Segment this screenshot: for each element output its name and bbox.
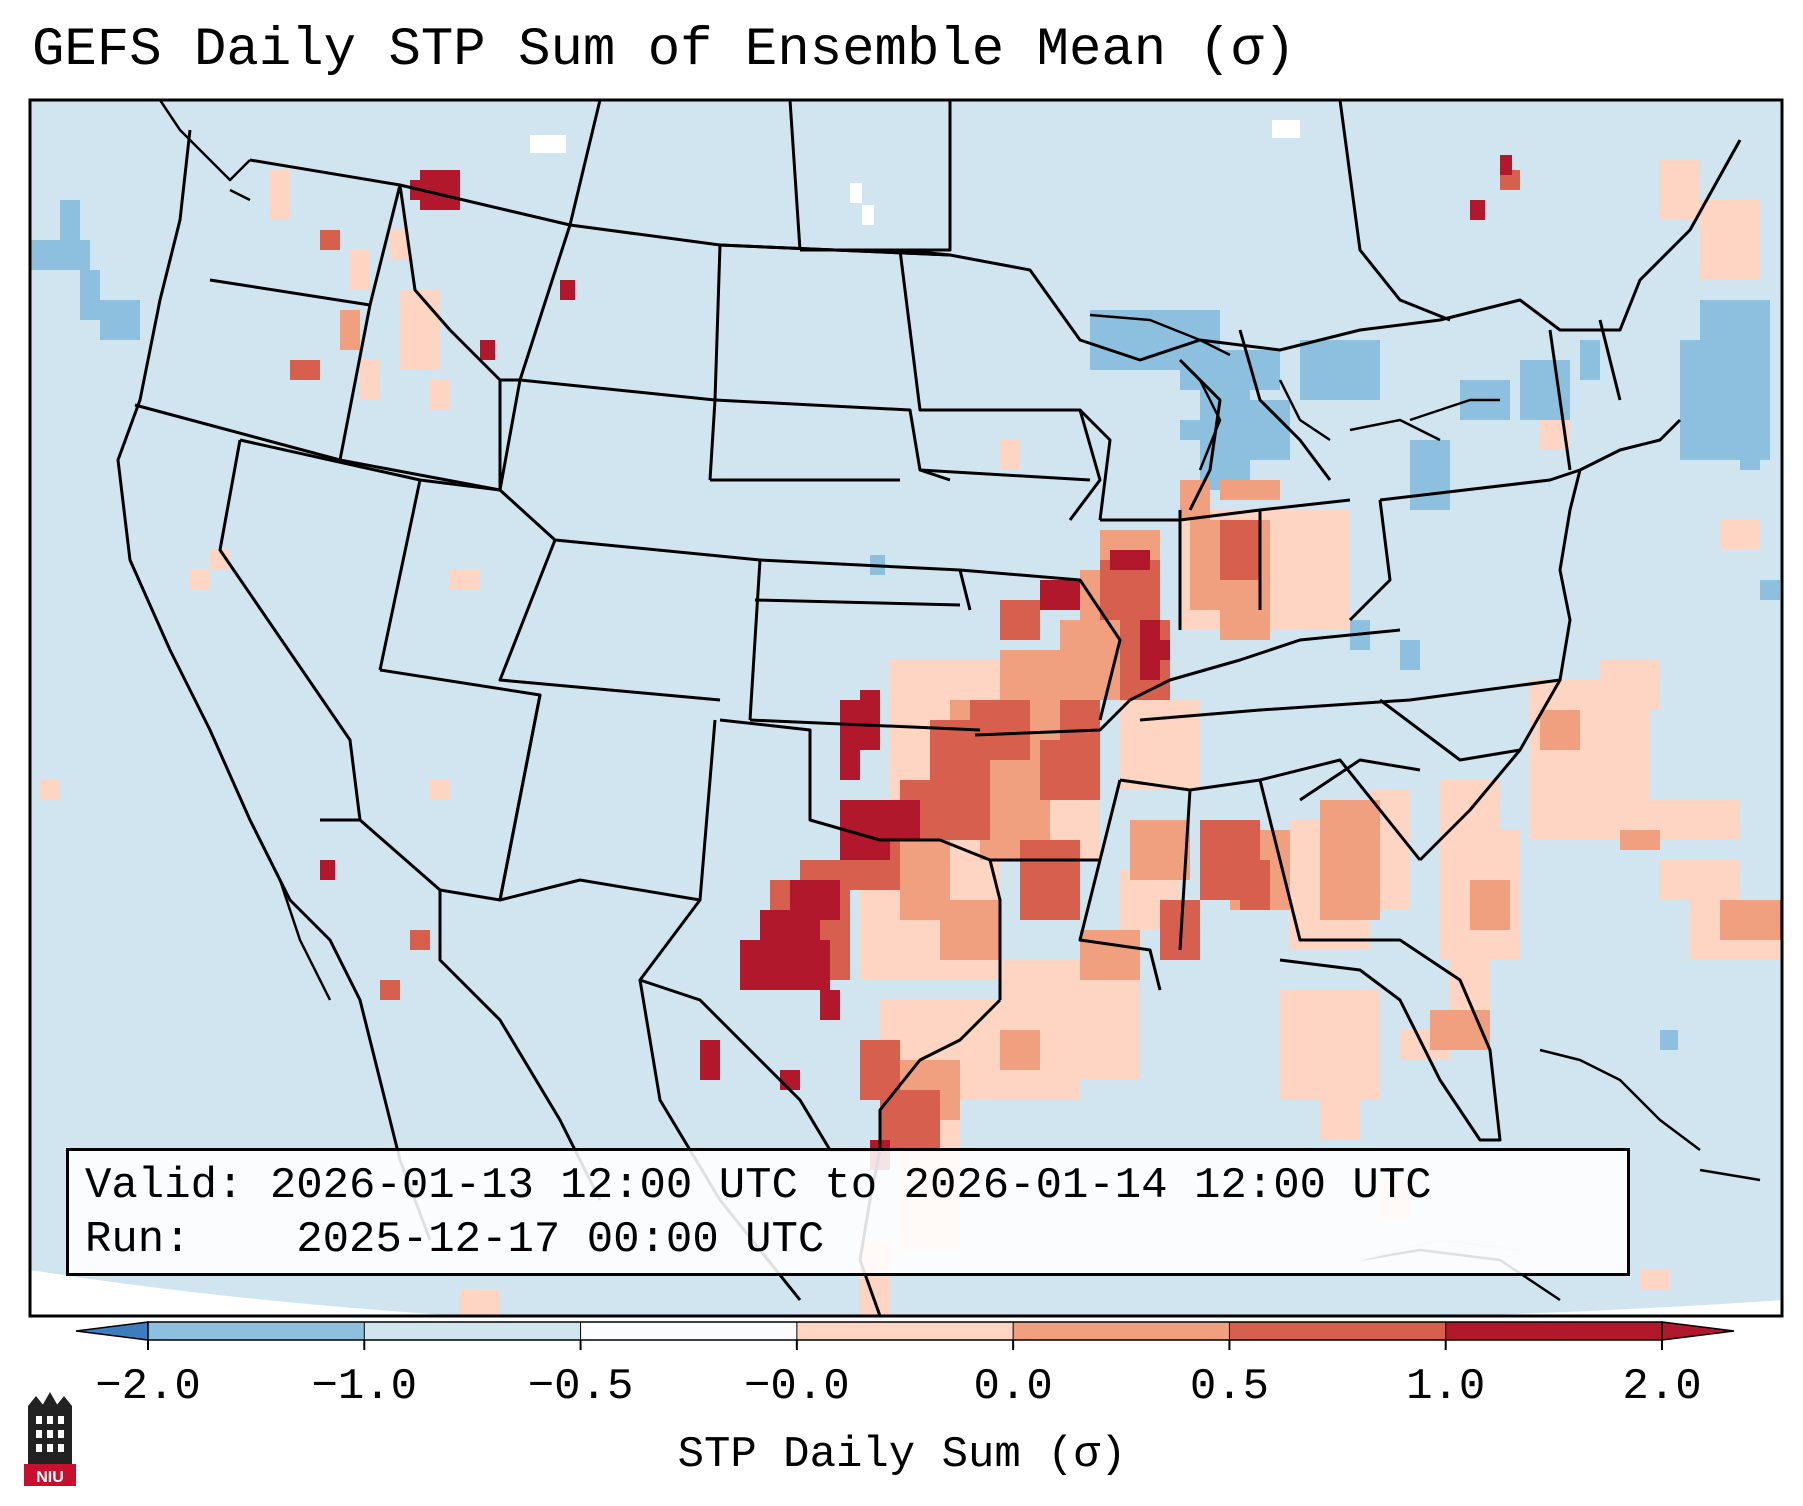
map-frame	[28, 98, 1784, 1318]
run-line: Run: 2025-12-17 00:00 UTC	[85, 1215, 824, 1265]
colorbar-segment	[148, 1322, 365, 1340]
valid-line: Valid: 2026-01-13 12:00 UTC to 2026-01-1…	[85, 1161, 1432, 1211]
run-value: 2025-12-17 00:00 UTC	[296, 1215, 825, 1265]
colorbar-tick-label: 0.0	[973, 1362, 1053, 1412]
logo-text: NIU	[36, 1469, 64, 1486]
niu-logo: NIU	[24, 1392, 76, 1486]
colorbar-segment	[1013, 1322, 1230, 1340]
info-box: Valid: 2026-01-13 12:00 UTC to 2026-01-1…	[66, 1148, 1630, 1276]
negative-anomaly-cells	[30, 200, 1780, 1050]
colorbar-tick-label: 2.0	[1622, 1362, 1702, 1412]
colorbar-tick-label: −1.0	[311, 1362, 418, 1412]
colorbar-segment	[580, 1322, 797, 1340]
colorbar-tick-label: −2.0	[95, 1362, 201, 1412]
colorbar-segment	[364, 1322, 581, 1340]
colorbar-tick-label: 1.0	[1406, 1362, 1486, 1412]
colorbar-label: STP Daily Sum (σ)	[677, 1430, 1127, 1480]
colorbar-extend-low	[75, 1321, 149, 1341]
colorbar-extend-high	[1661, 1321, 1735, 1341]
colorbar-segment	[1229, 1322, 1446, 1340]
colorbar-tick-label: −0.0	[744, 1362, 850, 1412]
zero-cells	[530, 120, 1300, 225]
colorbar-segment	[796, 1322, 1014, 1340]
valid-value: 2026-01-13 12:00 UTC to 2026-01-14 12:00…	[269, 1161, 1432, 1211]
colorbar-tick-label: −0.5	[527, 1362, 634, 1412]
colorbar-tick-label: 0.5	[1189, 1362, 1270, 1412]
page-title: GEFS Daily STP Sum of Ensemble Mean (σ)	[32, 20, 1296, 81]
colorbar-segment	[1445, 1322, 1662, 1340]
run-label: Run:	[85, 1215, 191, 1265]
valid-label: Valid:	[85, 1161, 244, 1211]
